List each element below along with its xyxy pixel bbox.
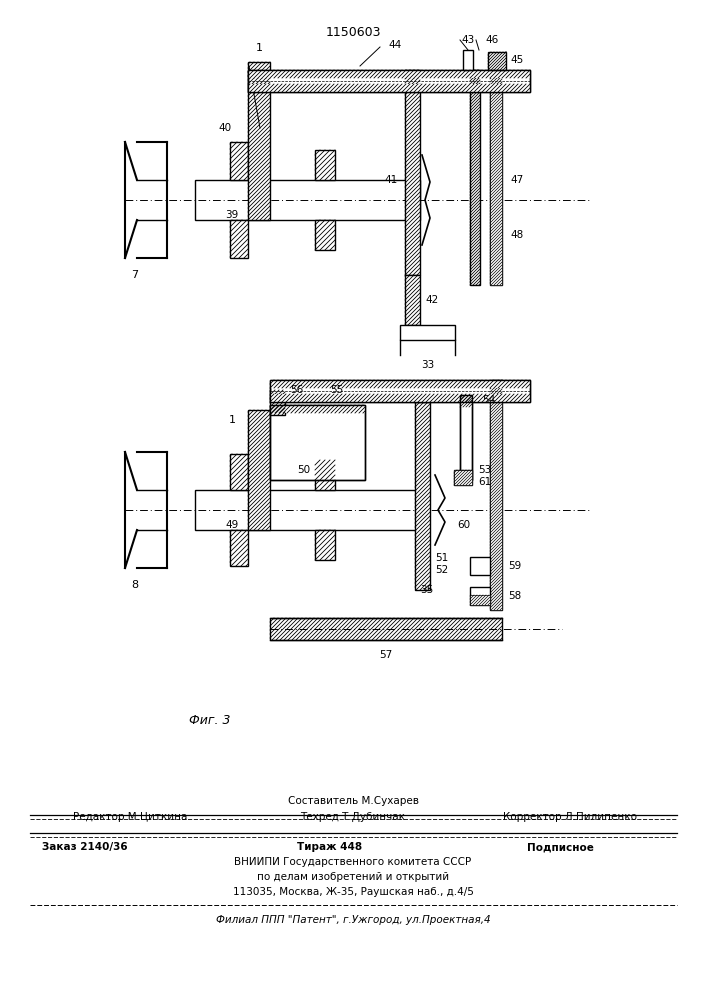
Bar [248, 70, 530, 92]
Text: 60: 60 [457, 520, 470, 530]
Text: Редактор М.Циткина: Редактор М.Циткина [73, 812, 187, 822]
Text: 1: 1 [255, 43, 262, 53]
Text: 53: 53 [478, 465, 491, 475]
Bar [405, 70, 420, 275]
Bar [248, 410, 270, 530]
Text: 8: 8 [132, 580, 139, 590]
Text: 55: 55 [330, 385, 344, 395]
Text: ВНИИПИ Государственного комитета СССР: ВНИИПИ Государственного комитета СССР [235, 857, 472, 867]
Bar [463, 50, 473, 70]
Text: 47: 47 [510, 175, 523, 185]
Text: 1: 1 [229, 415, 236, 425]
Bar [270, 394, 530, 402]
Bar [405, 275, 420, 325]
Text: 59: 59 [508, 561, 521, 571]
Text: 51: 51 [435, 553, 448, 563]
Bar [460, 395, 472, 480]
Bar [490, 380, 502, 610]
Bar [248, 70, 530, 92]
Text: 48: 48 [510, 230, 523, 240]
Bar [470, 557, 490, 575]
Bar [315, 150, 335, 180]
Bar [230, 454, 248, 490]
Text: 33: 33 [421, 360, 434, 370]
Bar [270, 380, 530, 402]
Bar [454, 470, 472, 485]
Bar [248, 84, 530, 92]
Text: 39: 39 [225, 210, 238, 220]
Text: 7: 7 [132, 270, 139, 280]
Bar [460, 395, 472, 407]
Text: 58: 58 [508, 591, 521, 601]
Text: Фиг. 3: Фиг. 3 [189, 714, 230, 726]
Bar [270, 405, 365, 480]
Bar [490, 70, 502, 285]
Text: 54: 54 [482, 395, 495, 405]
Text: Филиал ППП "Патент", г.Ужгород, ул.Проектная,4: Филиал ППП "Патент", г.Ужгород, ул.Проек… [216, 915, 491, 925]
Bar [230, 142, 248, 180]
Bar [270, 405, 365, 480]
Text: 35: 35 [420, 585, 433, 595]
Bar [490, 70, 502, 285]
Text: Составитель М.Сухарев: Составитель М.Сухарев [288, 796, 419, 806]
Text: 44: 44 [388, 40, 402, 50]
Bar [270, 618, 502, 640]
Bar [315, 460, 335, 490]
Text: 46: 46 [485, 35, 498, 45]
Text: 61: 61 [478, 477, 491, 487]
Bar [270, 380, 530, 402]
Text: 42: 42 [425, 295, 438, 305]
Text: Подписное: Подписное [527, 842, 593, 852]
Bar [488, 52, 506, 70]
Text: по делам изобретений и открытий: по делам изобретений и открытий [257, 872, 449, 882]
Bar [195, 490, 420, 530]
Bar [400, 325, 455, 340]
Text: 40: 40 [218, 123, 232, 133]
Bar [270, 380, 530, 388]
Bar [195, 180, 420, 220]
Bar [270, 390, 285, 415]
Text: Заказ 2140/36: Заказ 2140/36 [42, 842, 128, 852]
Text: 45: 45 [510, 55, 523, 65]
Bar [248, 70, 530, 78]
Bar [470, 595, 490, 605]
Text: 43: 43 [462, 35, 474, 45]
Text: 49: 49 [225, 520, 238, 530]
Text: 50: 50 [297, 465, 310, 475]
Bar [230, 530, 248, 566]
Bar [415, 402, 430, 590]
Bar [460, 395, 472, 480]
Text: 41: 41 [385, 175, 398, 185]
Bar [270, 405, 365, 413]
Text: 56: 56 [290, 385, 303, 395]
Text: Фиг. 2: Фиг. 2 [274, 388, 316, 401]
Text: 52: 52 [435, 565, 448, 575]
Text: 1150603: 1150603 [325, 25, 381, 38]
Bar [470, 587, 490, 605]
Text: Техред Т.Дубинчак: Техред Т.Дубинчак [300, 812, 406, 822]
Bar [230, 220, 248, 258]
Bar [315, 220, 335, 250]
Bar [470, 70, 480, 285]
Bar [315, 530, 335, 560]
Text: Корректор Л.Пилипенко: Корректор Л.Пилипенко [503, 812, 637, 822]
Text: Тираж 448: Тираж 448 [298, 842, 363, 852]
Text: 57: 57 [380, 650, 392, 660]
Bar [454, 470, 472, 485]
Text: 113035, Москва, Ж-35, Раушская наб., д.4/5: 113035, Москва, Ж-35, Раушская наб., д.4… [233, 887, 474, 897]
Bar [248, 62, 270, 220]
Bar [490, 380, 502, 610]
